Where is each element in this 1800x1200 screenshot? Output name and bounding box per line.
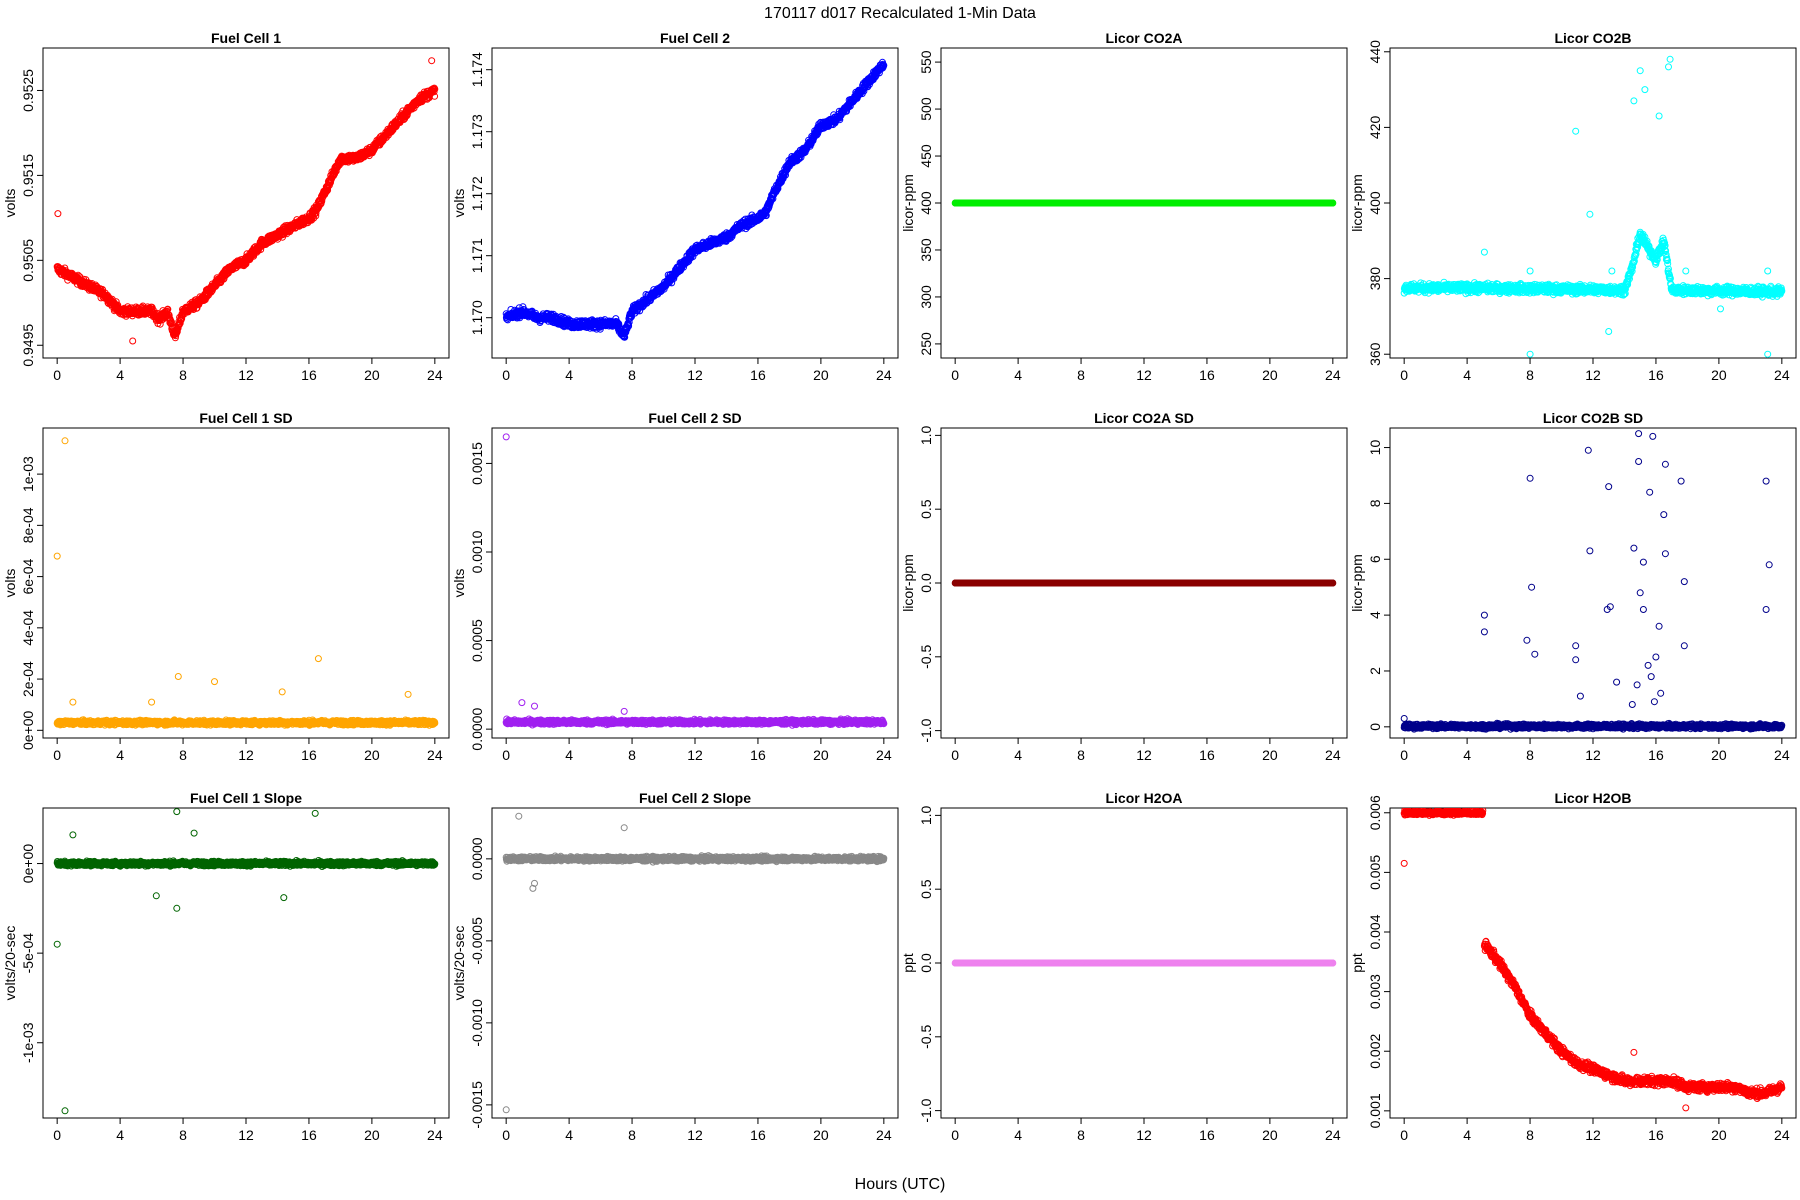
panel-3: Licor CO2A 0 4 8 12 16 20 24 250 300 350 400 450 500 5…: [900, 30, 1348, 383]
y-tick-label: 360: [1367, 342, 1383, 366]
x-tick-label: 8: [1077, 367, 1085, 383]
panel-1: Fuel Cell 1 0 4 8 12 16 20 24 0.9495 0.9505 0.9515…: [2, 30, 450, 383]
y-axis-label: licor-ppm: [1349, 174, 1365, 232]
y-tick-label: 440: [1367, 40, 1383, 64]
y-tick-label: 420: [1367, 115, 1383, 139]
data-points: [502, 58, 888, 341]
y-tick-label: 1.172: [469, 176, 485, 211]
x-tick-label: 0: [951, 367, 959, 383]
x-tick-label: 20: [364, 367, 380, 383]
y-tick-label: 300: [918, 285, 934, 309]
y-tick-label: 550: [918, 50, 934, 74]
data-point: [165, 312, 173, 319]
x-tick-label: 8: [1526, 367, 1534, 383]
outlier-point: [129, 337, 137, 345]
data-point: [1329, 199, 1337, 207]
data-points: [53, 57, 439, 345]
y-tick-label: 0.9515: [20, 154, 36, 197]
figure-xlabel: Hours (UTC): [855, 1176, 946, 1193]
x-tick-label: 0: [502, 367, 510, 383]
y-tick-label: 0.9525: [20, 69, 36, 112]
x-tick-label: 8: [628, 367, 636, 383]
x-tick-label: 12: [687, 367, 703, 383]
x-tick-label: 0: [1400, 367, 1408, 383]
data-point: [860, 87, 868, 95]
y-tick-label: 500: [918, 97, 934, 121]
data-point: [178, 315, 186, 323]
data-point: [431, 92, 439, 100]
y-axis-label: licor-ppm: [900, 174, 916, 232]
panel-title: Licor CO2B: [1554, 30, 1631, 46]
x-tick-label: 16: [301, 367, 317, 383]
plot-frame: [1389, 47, 1797, 359]
x-tick-label: 24: [876, 367, 892, 383]
y-tick-label: 1.173: [469, 114, 485, 149]
x-tick-label: 12: [1136, 367, 1152, 383]
panel-title: Fuel Cell 1: [211, 30, 281, 46]
x-tick-label: 16: [750, 367, 766, 383]
x-tick-label: 8: [179, 367, 187, 383]
y-tick-label: 0.9495: [20, 324, 36, 367]
figure-title: 170117 d017 Recalculated 1-Min Data: [764, 5, 1036, 22]
data-point: [762, 212, 770, 220]
x-tick-label: 20: [1262, 367, 1278, 383]
plot-frame: [42, 47, 450, 359]
panel-title: Fuel Cell 2: [660, 30, 730, 46]
y-tick-label: 1.171: [469, 238, 485, 273]
data-point: [880, 61, 888, 69]
y-tick-label: 350: [918, 238, 934, 262]
y-tick-label: 400: [918, 191, 934, 215]
x-tick-label: 24: [1325, 367, 1341, 383]
x-tick-label: 12: [1585, 367, 1601, 383]
data-point: [176, 319, 184, 327]
data-points: [1400, 55, 1786, 358]
y-axis-label: volts: [451, 189, 467, 218]
y-tick-label: 1.174: [469, 52, 485, 87]
x-tick-label: 20: [1711, 367, 1727, 383]
x-tick-label: 4: [565, 367, 573, 383]
outlier-point: [428, 57, 436, 65]
data-point: [327, 179, 334, 186]
x-tick-label: 24: [1774, 367, 1790, 383]
panels: Fuel Cell 1 0 4 8 12 16 20 24 0.9495 0.9505 0.9515…: [2, 30, 1797, 1143]
data-points: [951, 199, 1337, 207]
x-tick-label: 20: [813, 367, 829, 383]
panel-title: Licor CO2A: [1105, 30, 1182, 46]
data-point: [174, 325, 181, 333]
x-tick-label: 4: [116, 367, 124, 383]
x-tick-label: 4: [1014, 367, 1022, 383]
y-tick-label: 380: [1367, 267, 1383, 291]
data-point: [167, 316, 174, 324]
data-point: [625, 322, 633, 330]
y-tick-label: 250: [918, 332, 934, 356]
data-point: [621, 333, 629, 341]
y-tick-label: 0.9505: [20, 239, 36, 282]
panel-2: Fuel Cell 2 0 4 8 12 16 20 24 1.170 1.171 1.172 1.1…: [451, 30, 899, 383]
x-tick-label: 0: [53, 367, 61, 383]
data-point: [836, 116, 844, 124]
x-tick-label: 24: [427, 367, 443, 383]
x-tick-label: 12: [238, 367, 254, 383]
panel-4: Licor CO2B 0 4 8 12 16 20 24 360 380 400 420 440 lico…: [1349, 30, 1797, 383]
outlier-point: [54, 210, 62, 218]
y-tick-label: 400: [1367, 191, 1383, 215]
x-tick-label: 4: [1463, 367, 1471, 383]
x-tick-label: 16: [1199, 367, 1215, 383]
x-tick-label: 16: [1648, 367, 1664, 383]
y-tick-label: 1.170: [469, 300, 485, 335]
data-point: [431, 85, 439, 93]
y-tick-label: 450: [918, 144, 934, 168]
y-axis-label: volts: [2, 189, 18, 218]
